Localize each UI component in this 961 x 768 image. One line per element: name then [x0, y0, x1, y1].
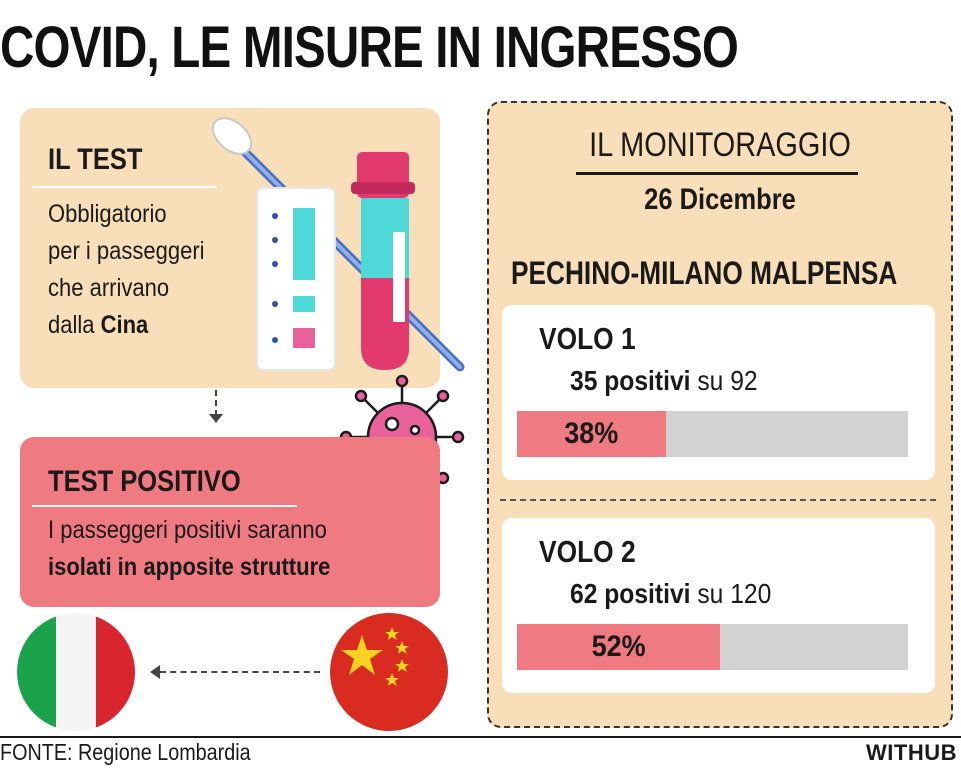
brand-logo: WITHUB: [866, 740, 957, 765]
positive-rate-bar: 52%: [517, 624, 908, 670]
positive-card-line-bold: isolati in apposite strutture: [48, 553, 331, 581]
flight-title: VOLO 1: [539, 321, 636, 356]
footer-divider: [0, 736, 961, 738]
monitoring-label: IL MONITORAGGIO: [589, 126, 851, 164]
test-kit-illustration: [211, 117, 465, 372]
test-card-line: Obbligatorio: [48, 200, 167, 228]
italy-flag-icon: [17, 613, 135, 731]
test-card-heading: IL TEST: [48, 143, 143, 176]
positive-rate-fill: 52%: [517, 624, 721, 670]
flight-card: VOLO 1 35 positivi su 92 38%: [502, 305, 935, 480]
china-flag-icon: [330, 613, 448, 731]
flight-card: VOLO 2 62 positivi su 120 52%: [502, 518, 935, 693]
positive-rate-fill: 38%: [517, 411, 666, 457]
positive-card-divider: [32, 505, 297, 507]
positive-card-text: I passeggeri positivi saranno isolati in…: [48, 512, 330, 586]
arrow-down-icon: [215, 390, 217, 416]
positive-card-heading: TEST POSITIVO: [48, 465, 241, 498]
monitoring-date: 26 Dicembre: [644, 183, 796, 216]
test-card-line: che arrivano: [48, 274, 170, 302]
monitoring-divider: [576, 172, 858, 175]
positive-card-line: I passeggeri positivi saranno: [48, 516, 327, 544]
arrow-left-head: [150, 665, 160, 679]
arrow-left-icon: [160, 671, 320, 673]
country-name: Cina: [100, 311, 149, 339]
positive-rate-label: 52%: [591, 630, 646, 663]
positive-card: TEST POSITIVO I passeggeri positivi sara…: [20, 437, 440, 607]
flights-divider: [500, 499, 936, 501]
test-strip-icon: [256, 187, 336, 371]
page-title: COVID, LE MISURE IN INGRESSO: [0, 15, 739, 80]
positive-rate-bar: 38%: [517, 411, 908, 457]
flight-title: VOLO 2: [539, 534, 636, 569]
test-tube-icon: [351, 152, 415, 370]
arrow-down-head: [209, 414, 223, 423]
source-note: FONTE: Regione Lombardia: [0, 739, 251, 765]
route-label: PECHINO-MILANO MALPENSA: [511, 255, 898, 291]
test-card-text: Obbligatorio per i passeggeri che arriva…: [48, 196, 205, 344]
flight-positives: 35 positivi su 92: [570, 365, 758, 396]
positive-rate-label: 38%: [564, 417, 619, 450]
flight-positives: 62 positivi su 120: [570, 578, 772, 609]
test-card-line: per i passeggeri: [48, 237, 205, 265]
test-card-line-last: dalla Cina: [48, 311, 149, 339]
test-card-divider: [32, 186, 217, 188]
